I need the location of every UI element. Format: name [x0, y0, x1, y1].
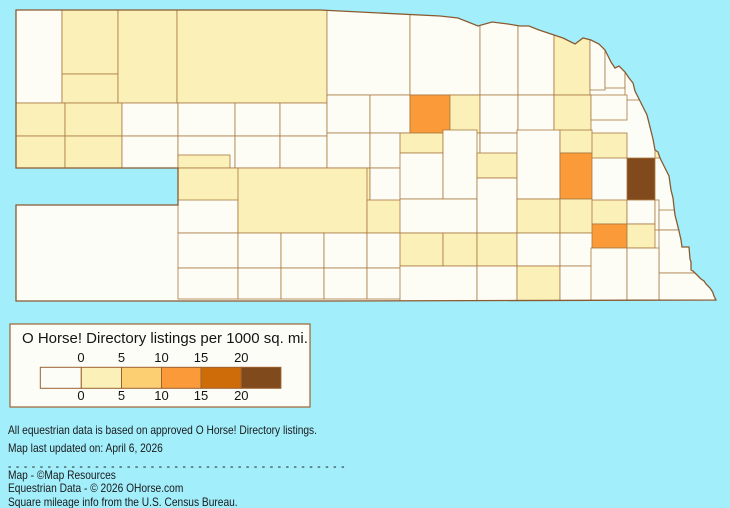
svg-text:0: 0	[77, 350, 84, 365]
svg-text:20: 20	[234, 350, 248, 365]
svg-text:15: 15	[194, 388, 208, 403]
svg-text:20: 20	[234, 388, 248, 403]
svg-text:15: 15	[194, 350, 208, 365]
svg-text:O Horse! Directory listings pe: O Horse! Directory listings per 1000 sq.…	[22, 330, 308, 347]
svg-text:10: 10	[154, 350, 168, 365]
svg-text:0: 0	[77, 388, 84, 403]
svg-text:10: 10	[154, 388, 168, 403]
svg-text:5: 5	[118, 350, 125, 365]
svg-text:5: 5	[118, 388, 125, 403]
